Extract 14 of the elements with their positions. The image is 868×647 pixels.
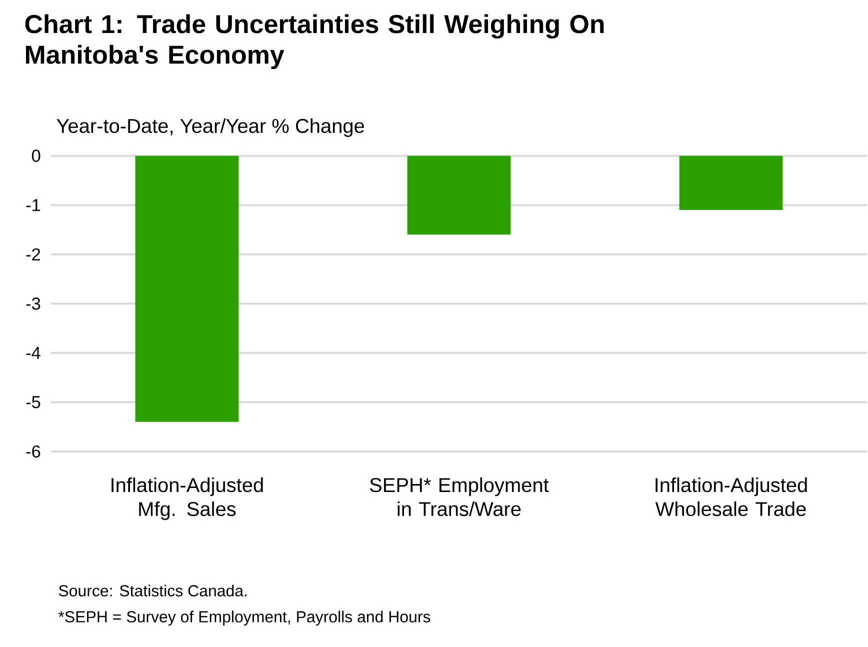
y-tick-label: -3 <box>26 297 40 310</box>
y-axis-title: Year-to-Date, Year/Year % Change <box>56 118 364 137</box>
y-tick-label: -1 <box>26 199 40 211</box>
y-tick-label: -2 <box>26 248 40 260</box>
y-tick-label: 0 <box>32 150 40 162</box>
x-tick-label: SEPH* Employment in Trans/Ware <box>370 477 549 516</box>
y-tick-label: -6 <box>26 445 40 458</box>
text: *SEPH = Survey of Employment, Payrolls and Hours <box>58 610 430 626</box>
x-tick-label: Inflation-Adjusted Wholesale Trade <box>655 477 807 516</box>
y-tick-label: -5 <box>26 396 40 408</box>
y-tick-label: -4 <box>26 346 40 359</box>
x-tick-label: Inflation-Adjusted Mfg. Sales <box>112 477 263 520</box>
chart-title: Chart 1: Trade Uncertainties Still Weighing On Manitoba's Economy <box>25 14 604 69</box>
source-note: Source: Statistics Canada. <box>58 584 247 596</box>
